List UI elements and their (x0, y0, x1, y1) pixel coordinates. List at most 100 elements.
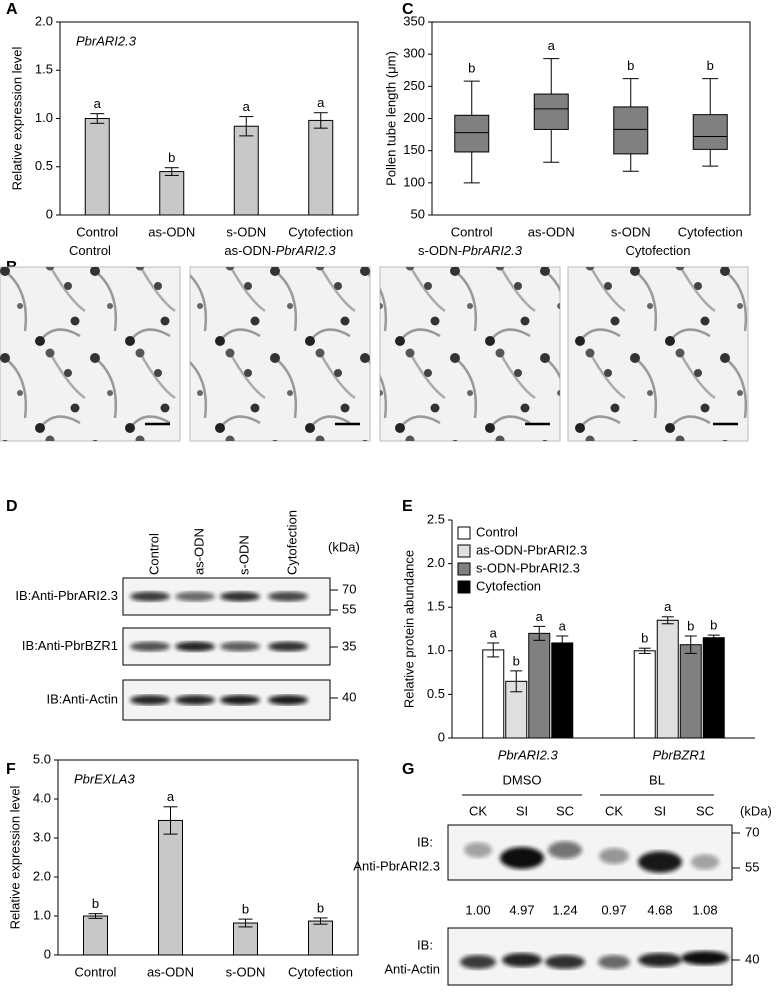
y-tick-label: 0 (44, 946, 51, 961)
y-tick-label: 0 (438, 729, 445, 744)
bar (702, 637, 725, 739)
bar (551, 642, 574, 739)
blot-row-label: IB:Anti-PbrBZR1 (22, 638, 118, 653)
plot-frame (431, 21, 751, 216)
quantification: 1.00 (465, 902, 490, 917)
band (220, 591, 260, 602)
band (599, 848, 629, 864)
gene-label: PbrEXLA3 (74, 771, 135, 786)
y-tick-label: 2.5 (427, 511, 445, 526)
y-tick-label: 3.0 (33, 829, 51, 844)
y-axis-title: Pollen tube length (μm) (383, 51, 398, 186)
bar (84, 118, 110, 216)
significance-letter: a (559, 618, 567, 633)
quantification: 1.24 (552, 902, 577, 917)
y-tick-label: 350 (403, 13, 425, 28)
significance-letter: a (317, 95, 325, 110)
significance-letter: b (641, 631, 648, 646)
y-tick-label: 300 (403, 46, 425, 61)
band (548, 841, 582, 859)
bar (158, 819, 183, 956)
y-tick-label: 0 (46, 206, 53, 221)
marker-label: 70 (745, 824, 759, 839)
legend-swatch (457, 544, 471, 558)
title-prefix: as-ODN- (224, 243, 275, 258)
box (454, 114, 490, 153)
blot-row-label: IB: (417, 937, 433, 952)
y-tick-label: 5.0 (33, 751, 51, 766)
y-tick-label: 1.5 (427, 599, 445, 614)
significance-letter: b (92, 896, 99, 911)
significance-letter: b (468, 61, 475, 76)
band (502, 953, 542, 967)
micrograph-title: Control (69, 243, 111, 258)
gene-label: PbrARI2.3 (76, 33, 137, 48)
band (500, 847, 544, 869)
x-tick-label: s-ODN (226, 964, 266, 979)
micrograph-texture (380, 267, 560, 441)
bar (528, 632, 551, 739)
y-tick-label: 0.5 (35, 158, 53, 173)
band (638, 953, 682, 967)
y-axis-title: Relative protein abundance (401, 550, 416, 708)
bar (233, 922, 258, 956)
panel-label: E (402, 498, 413, 515)
micrograph-title: as-ODN-PbrARI2.3 (224, 243, 336, 258)
y-tick-label: 2.0 (35, 13, 53, 28)
micrograph-title: Cytofection (625, 243, 690, 258)
y-tick-label: 2.0 (33, 868, 51, 883)
x-tick-label: Control (451, 224, 493, 239)
unit-label: (kDa) (740, 803, 772, 818)
x-tick-label: as-ODN (147, 964, 194, 979)
quantification: 0.97 (601, 902, 626, 917)
band (268, 641, 308, 652)
significance-letter: a (548, 38, 556, 53)
band (545, 955, 585, 969)
y-tick-label: 1.0 (427, 642, 445, 657)
y-axis-title: Relative expression level (9, 46, 24, 190)
y-tick-label: 1.5 (35, 62, 53, 77)
band (268, 591, 308, 602)
band (691, 854, 719, 870)
marker-label: 35 (342, 638, 356, 653)
title-prefix: Control (69, 243, 111, 258)
micrograph-texture (190, 267, 370, 441)
blot-row-label: Anti-PbrARI2.3 (353, 858, 440, 873)
blot-row-label: IB:Anti-Actin (46, 691, 118, 706)
legend-label: as-ODN-PbrARI2.3 (476, 542, 587, 557)
title-gene: PbrARI2.3 (462, 243, 523, 258)
blot-row-label: Anti-Actin (384, 961, 440, 976)
panel-label: D (6, 498, 18, 515)
legend-swatch (457, 580, 471, 594)
lane-label: SI (516, 803, 528, 818)
band (460, 955, 496, 969)
significance-letter: b (513, 653, 520, 668)
significance-letter: b (687, 618, 694, 633)
box (613, 106, 649, 155)
micrograph-title: s-ODN-PbrARI2.3 (418, 243, 523, 258)
band (598, 955, 630, 969)
blot-row-label: IB: (417, 834, 433, 849)
lane-label: SC (556, 803, 574, 818)
group-label: BL (649, 772, 665, 787)
legend-label: Cytofection (476, 578, 541, 593)
y-tick-label: 2.0 (427, 555, 445, 570)
legend-label: s-ODN-PbrARI2.3 (476, 560, 580, 575)
significance-letter: a (167, 789, 175, 804)
micrograph-texture (0, 267, 180, 441)
significance-letter: a (664, 599, 672, 614)
band (175, 591, 215, 602)
y-tick-label: 250 (403, 78, 425, 93)
significance-letter: b (710, 618, 717, 633)
band (638, 851, 682, 873)
blot-row-label: IB:Anti-PbrARI2.3 (15, 588, 118, 603)
marker-label: 55 (342, 601, 356, 616)
band (130, 591, 170, 602)
significance-letter: a (536, 609, 544, 624)
content: A Relative expression level 0 0.5 1.0 1.5 2.0 P… (0, 1, 772, 986)
x-tick-label: PbrBZR1 (653, 747, 706, 762)
lane-label: CK (469, 803, 487, 818)
bar (679, 644, 702, 739)
